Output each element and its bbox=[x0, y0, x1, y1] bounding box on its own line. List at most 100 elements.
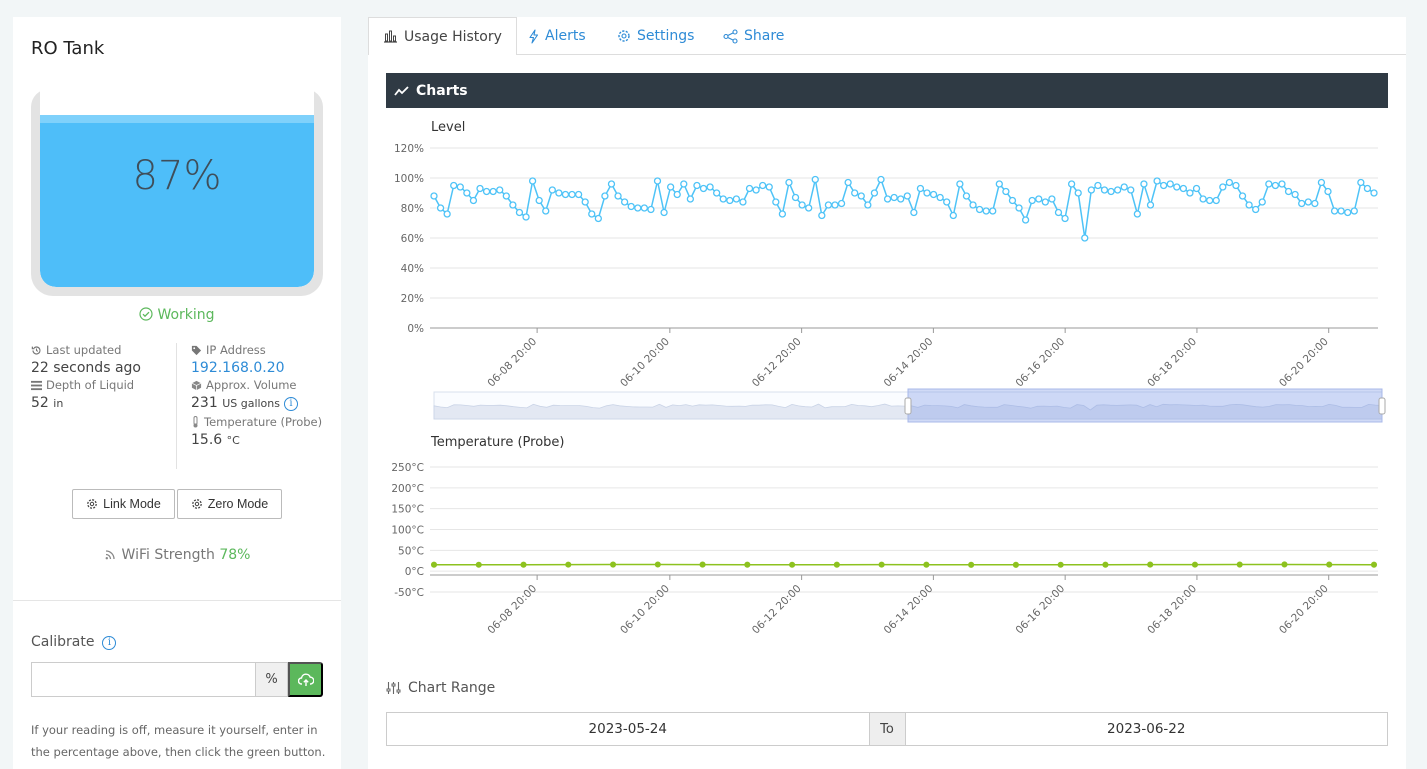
y-tick-label: 120% bbox=[394, 143, 424, 155]
x-tick-label: 06-08 20:00 bbox=[485, 336, 539, 390]
data-point bbox=[693, 181, 701, 190]
range-from-input[interactable]: 2023-05-24 bbox=[588, 721, 667, 737]
calibrate-title: Calibrate i bbox=[31, 634, 117, 650]
gear-icon bbox=[87, 499, 98, 509]
data-point bbox=[1041, 198, 1049, 206]
data-point bbox=[864, 201, 872, 209]
data-point bbox=[752, 186, 760, 194]
y-tick-label: 40% bbox=[401, 263, 424, 275]
level-chart[interactable]: 0% 20% 40% 60% 80% 100% 120% 06-08 20:00 06-10 2… bbox=[368, 140, 1406, 425]
volume-unit: US gallons bbox=[222, 397, 280, 410]
zoom-handle-left bbox=[904, 397, 912, 415]
zoom-slider[interactable] bbox=[433, 388, 1386, 423]
data-point bbox=[844, 178, 852, 187]
data-point bbox=[1311, 199, 1319, 208]
x-tick-label: 06-10 20:00 bbox=[618, 336, 672, 390]
tag-icon bbox=[191, 345, 202, 355]
line-chart-icon bbox=[394, 85, 409, 96]
chart-range-title: Chart Range bbox=[386, 680, 495, 696]
data-point bbox=[522, 213, 530, 221]
tab-alerts[interactable]: Alerts bbox=[528, 17, 586, 55]
chart-range-inputs: 2023-05-24 To 2023-06-22 bbox=[386, 712, 1388, 746]
tank-gauge: 87% bbox=[31, 89, 323, 296]
data-point bbox=[1120, 183, 1128, 191]
data-point bbox=[1370, 561, 1378, 568]
data-point bbox=[1054, 208, 1063, 217]
y-tick-label: 0% bbox=[407, 323, 424, 335]
temperature-chart[interactable]: -50°C 0°C 50°C 100°C 150°C 200°C 250°C 06-08 20… bbox=[368, 455, 1406, 665]
y-tick-label: 100°C bbox=[391, 525, 424, 537]
bolt-icon bbox=[529, 28, 539, 44]
zero-mode-label: Zero Mode bbox=[207, 497, 269, 511]
volume-info-icon[interactable]: i bbox=[284, 397, 298, 411]
data-point bbox=[916, 184, 925, 193]
data-point bbox=[1035, 195, 1043, 203]
data-point bbox=[890, 193, 898, 202]
data-point bbox=[607, 180, 616, 188]
gear-icon bbox=[618, 30, 630, 42]
data-point bbox=[1074, 189, 1082, 197]
x-tick-label: 06-16 20:00 bbox=[1013, 583, 1067, 637]
data-point bbox=[995, 180, 1003, 188]
data-point bbox=[1048, 195, 1056, 203]
status-badge: Working bbox=[13, 307, 341, 323]
data-point bbox=[989, 207, 997, 215]
data-point bbox=[1186, 189, 1194, 197]
status-text: Working bbox=[157, 307, 215, 323]
temperature-label: Temperature (Probe) bbox=[204, 415, 323, 429]
zero-mode-button[interactable]: Zero Mode bbox=[177, 489, 282, 519]
data-point bbox=[713, 189, 721, 197]
data-point bbox=[1206, 196, 1214, 205]
data-point bbox=[1191, 561, 1199, 568]
data-point bbox=[634, 204, 642, 212]
calibrate-info-icon[interactable]: i bbox=[102, 636, 117, 650]
y-tick-label: 60% bbox=[401, 233, 424, 245]
data-point bbox=[1015, 204, 1023, 212]
data-point bbox=[1061, 214, 1069, 223]
data-point bbox=[469, 196, 478, 205]
data-point bbox=[568, 190, 576, 199]
range-to-input[interactable]: 2023-06-22 bbox=[1107, 721, 1186, 737]
data-point bbox=[870, 189, 879, 197]
y-tick-label: 50°C bbox=[398, 545, 424, 557]
gear-icon bbox=[191, 499, 202, 509]
tab-share[interactable]: Share bbox=[723, 17, 784, 55]
calibrate-submit-button[interactable] bbox=[288, 662, 323, 697]
data-point bbox=[1107, 187, 1115, 196]
data-point bbox=[805, 204, 813, 212]
data-point bbox=[759, 181, 767, 190]
data-point bbox=[1252, 205, 1260, 214]
wifi-strength: WiFi Strength 78% bbox=[13, 547, 341, 563]
y-tick-label: 250°C bbox=[391, 462, 424, 474]
data-point bbox=[1271, 181, 1280, 190]
data-point bbox=[640, 204, 648, 212]
tab-settings[interactable]: Settings bbox=[617, 17, 694, 55]
x-tick-label: 06-18 20:00 bbox=[1145, 336, 1199, 390]
link-mode-button[interactable]: Link Mode bbox=[72, 489, 175, 519]
bars-icon bbox=[31, 380, 42, 390]
data-point bbox=[1298, 199, 1306, 208]
data-point bbox=[1057, 561, 1064, 568]
tab-bar: Usage History Alerts Settings Share bbox=[368, 17, 1406, 56]
ip-address-link[interactable]: 192.168.0.20 bbox=[191, 360, 285, 376]
data-point bbox=[1153, 177, 1161, 185]
data-point bbox=[489, 187, 497, 196]
level-chart-title: Level bbox=[431, 120, 466, 135]
data-point bbox=[1326, 561, 1333, 568]
data-point bbox=[818, 211, 826, 220]
ip-label: IP Address bbox=[206, 343, 266, 357]
y-tick-label: 20% bbox=[401, 293, 424, 305]
data-point bbox=[962, 192, 971, 200]
data-point bbox=[1284, 187, 1293, 196]
data-point bbox=[561, 190, 570, 199]
tab-usage-history[interactable]: Usage History bbox=[368, 17, 517, 56]
history-icon bbox=[31, 345, 41, 355]
data-point bbox=[666, 183, 675, 191]
data-point bbox=[791, 193, 800, 202]
data-point bbox=[883, 195, 892, 203]
chart-range-label: Chart Range bbox=[408, 680, 496, 696]
data-point bbox=[1087, 186, 1095, 194]
wifi-icon bbox=[105, 550, 115, 560]
range-to-label: To bbox=[868, 713, 906, 745]
calibrate-input[interactable] bbox=[31, 662, 255, 697]
